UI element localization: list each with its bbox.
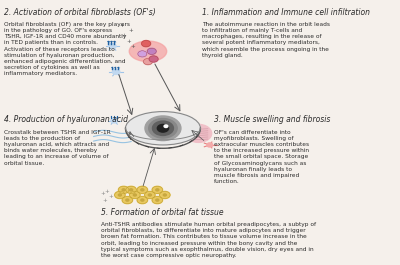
- Circle shape: [144, 191, 155, 198]
- Circle shape: [147, 48, 156, 54]
- Circle shape: [144, 59, 152, 65]
- Text: +: +: [121, 33, 126, 38]
- Circle shape: [126, 199, 129, 201]
- Text: The autoimmune reaction in the orbit leads
to infiltration of mainly T-cells and: The autoimmune reaction in the orbit lea…: [202, 22, 330, 58]
- Text: +: +: [102, 198, 107, 203]
- Circle shape: [138, 51, 147, 57]
- Circle shape: [109, 44, 116, 49]
- Text: Orbital fibroblasts (OF) are the key players
in the pathology of GO. OF's expres: Orbital fibroblasts (OF) are the key pla…: [4, 22, 130, 76]
- Circle shape: [152, 186, 162, 193]
- Circle shape: [141, 189, 144, 191]
- Circle shape: [142, 41, 150, 47]
- Circle shape: [163, 194, 166, 196]
- Circle shape: [112, 69, 120, 74]
- Circle shape: [156, 199, 159, 201]
- Text: Crosstalk between TSHR and IGF-1R
leads to the production of
hyaluronan acid, wh: Crosstalk between TSHR and IGF-1R leads …: [4, 130, 110, 166]
- Circle shape: [160, 191, 170, 198]
- Circle shape: [149, 56, 158, 62]
- Text: 2. Activation of orbital fibroblasts (OF's): 2. Activation of orbital fibroblasts (OF…: [4, 8, 156, 17]
- Circle shape: [137, 197, 148, 204]
- Text: +: +: [101, 191, 105, 196]
- Circle shape: [164, 125, 168, 127]
- Text: +: +: [127, 38, 132, 43]
- Text: +: +: [131, 44, 135, 49]
- Circle shape: [118, 194, 121, 196]
- Text: +: +: [129, 28, 134, 33]
- Ellipse shape: [186, 125, 212, 142]
- Circle shape: [122, 189, 125, 191]
- Circle shape: [137, 186, 148, 193]
- Text: 3. Muscle swelling and fibrosis: 3. Muscle swelling and fibrosis: [214, 116, 330, 125]
- Circle shape: [133, 194, 136, 196]
- Ellipse shape: [126, 112, 200, 145]
- Circle shape: [115, 191, 125, 198]
- Text: OF's can differentiate into
myofibroblasts. Swelling of
extraocular muscles cont: OF's can differentiate into myofibroblas…: [214, 130, 309, 184]
- Text: +: +: [104, 189, 109, 194]
- Circle shape: [152, 197, 162, 204]
- Circle shape: [148, 194, 151, 196]
- Circle shape: [141, 199, 144, 201]
- Circle shape: [149, 118, 177, 138]
- Text: +: +: [108, 194, 113, 199]
- Circle shape: [156, 189, 159, 191]
- Circle shape: [130, 191, 140, 198]
- Circle shape: [118, 186, 129, 193]
- Circle shape: [152, 121, 174, 135]
- Text: Anti-TSHR antibodies stimulate human orbital preadipocytes, a subtyp of
orbital : Anti-TSHR antibodies stimulate human orb…: [101, 222, 316, 258]
- Circle shape: [157, 125, 168, 132]
- Circle shape: [207, 143, 213, 147]
- Text: 1. Inflammation and Immune cell infiltration: 1. Inflammation and Immune cell infiltra…: [202, 8, 370, 17]
- Text: +: +: [119, 23, 124, 28]
- Circle shape: [130, 189, 133, 191]
- Circle shape: [126, 186, 136, 193]
- Circle shape: [122, 197, 133, 204]
- Ellipse shape: [129, 41, 167, 61]
- Text: 4. Production of hyaluronan acid: 4. Production of hyaluronan acid: [4, 116, 128, 125]
- Circle shape: [111, 118, 118, 123]
- Circle shape: [145, 116, 181, 141]
- Text: 5. Formation of orbital fat tissue: 5. Formation of orbital fat tissue: [101, 208, 224, 217]
